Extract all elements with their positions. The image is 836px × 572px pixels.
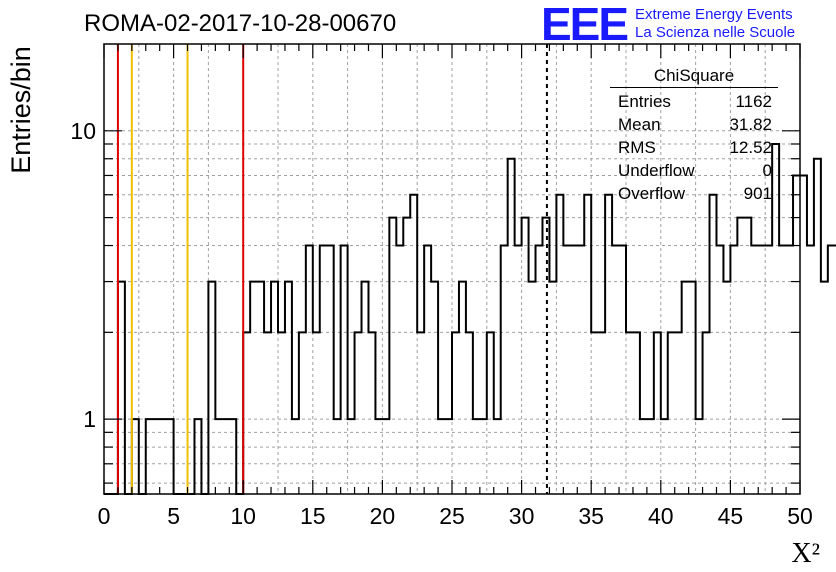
stats-value: 12.52 xyxy=(729,138,772,157)
x-tick-label: 50 xyxy=(787,503,813,529)
stats-label: Overflow xyxy=(618,184,686,203)
x-tick-label: 15 xyxy=(300,503,326,529)
stats-row: Mean 31.82 xyxy=(610,113,778,136)
logo-text: Extreme Energy Events La Scienza nelle S… xyxy=(635,6,795,42)
y-tick-label: 1 xyxy=(83,406,96,432)
stats-box: ChiSquare Entries 1162 Mean 31.82 RMS 12… xyxy=(610,66,778,205)
stats-value: 0 xyxy=(762,161,772,180)
stats-label: Underflow xyxy=(618,161,695,180)
stats-value: 901 xyxy=(743,184,772,203)
x-tick-label: 35 xyxy=(578,503,604,529)
logo-line-2: La Scienza nelle Scuole xyxy=(635,24,796,41)
y-tick-label: 10 xyxy=(70,118,96,144)
x-axis-title: X² xyxy=(791,538,820,569)
stats-row: Underflow 0 xyxy=(610,159,778,182)
x-tick-label: 10 xyxy=(230,503,256,529)
stats-label: Mean xyxy=(618,115,661,134)
stats-label: RMS xyxy=(618,138,656,157)
x-tick-label: 45 xyxy=(718,503,744,529)
x-tick-label: 0 xyxy=(98,503,111,529)
stats-value: 1162 xyxy=(735,92,772,111)
stats-row: Overflow 901 xyxy=(610,182,778,205)
stats-label: Entries xyxy=(618,92,671,111)
x-tick-label: 25 xyxy=(439,503,465,529)
stats-title: ChiSquare xyxy=(610,66,778,88)
logo-line-1: Extreme Energy Events xyxy=(635,6,793,23)
stats-row: RMS 12.52 xyxy=(610,136,778,159)
histogram-series xyxy=(104,142,836,495)
page-title: ROMA-02-2017-10-28-00670 xyxy=(84,10,397,37)
x-tick-label: 20 xyxy=(370,503,396,529)
x-tick-label: 30 xyxy=(509,503,535,529)
stats-row: Entries 1162 xyxy=(610,90,778,113)
stats-value: 31.82 xyxy=(729,115,772,134)
y-axis-title: Entries/bin xyxy=(6,46,36,174)
x-tick-label: 5 xyxy=(167,503,180,529)
eee-logo: EEE Extreme Energy Events La Scienza nel… xyxy=(541,0,795,50)
logo-mark: EEE xyxy=(541,0,629,50)
x-tick-label: 40 xyxy=(648,503,674,529)
